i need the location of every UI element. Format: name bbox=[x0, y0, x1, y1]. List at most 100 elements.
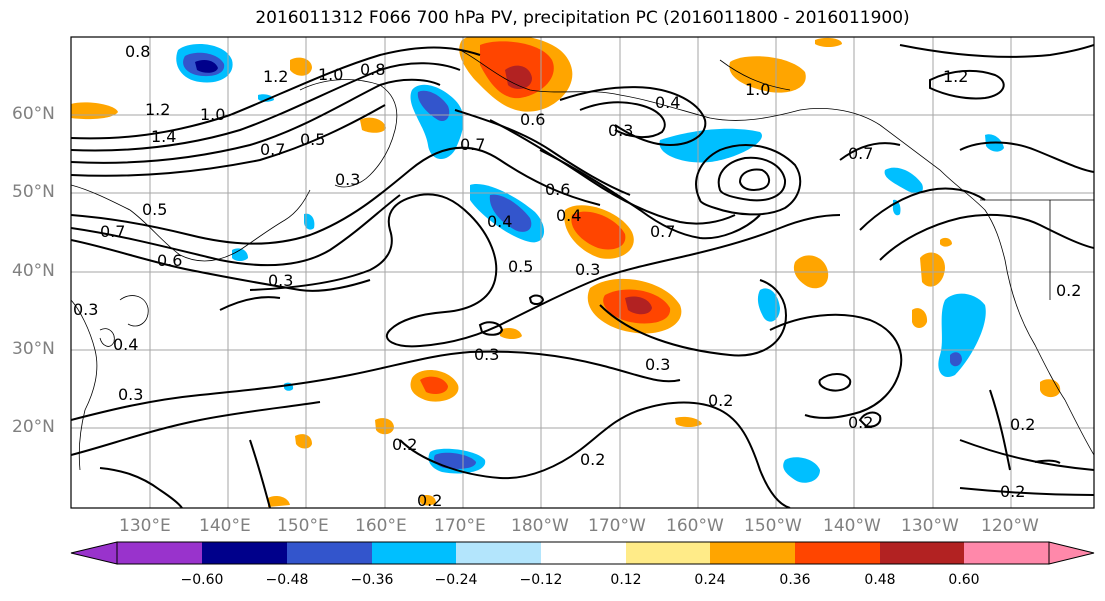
lat-label: 30°N bbox=[12, 339, 55, 359]
colorbar-bin bbox=[626, 542, 710, 564]
contour-label: 0.7 bbox=[650, 222, 675, 241]
contour-label: 0.2 bbox=[1056, 281, 1081, 300]
colorbar-frame bbox=[116, 541, 1050, 565]
graticule bbox=[71, 37, 1094, 508]
contour-label: 0.7 bbox=[100, 222, 125, 241]
precip-anomaly-negative bbox=[258, 94, 274, 102]
colorbar-bin bbox=[795, 542, 880, 564]
contour-label: 0.7 bbox=[460, 135, 485, 154]
colorbar-extend-high bbox=[1048, 541, 1095, 565]
contour-label: 1.2 bbox=[145, 100, 170, 119]
contour-label: 0.3 bbox=[268, 271, 293, 290]
precip-anomaly-negative bbox=[195, 60, 218, 73]
colorbar-tick-label: 0.36 bbox=[779, 572, 811, 588]
lon-label: 130°E bbox=[119, 516, 171, 536]
contour-label: 0.5 bbox=[508, 257, 533, 276]
lon-label: 160°W bbox=[666, 516, 724, 536]
precip-anomaly-positive bbox=[940, 237, 952, 247]
contour-label: 0.2 bbox=[708, 391, 733, 410]
contour-label: 0.4 bbox=[113, 335, 138, 354]
precip-anomaly-positive bbox=[625, 296, 652, 315]
contour-label: 0.6 bbox=[520, 110, 545, 129]
precip-anomaly-positive bbox=[675, 416, 702, 427]
colorbar-tick-label: 0.12 bbox=[610, 572, 642, 588]
contour-label: 0.8 bbox=[125, 42, 150, 61]
lon-label: 120°W bbox=[981, 516, 1039, 536]
precip-anomaly-positive bbox=[268, 496, 290, 507]
colorbar-bin bbox=[880, 542, 964, 564]
colorbar-tick-label: 0.60 bbox=[948, 572, 980, 588]
precip-anomaly-positive bbox=[505, 65, 532, 90]
precip-anomaly-negative bbox=[489, 194, 532, 232]
colorbar bbox=[70, 541, 1095, 565]
map-frame bbox=[70, 36, 1095, 509]
colorbar-tick-label: −0.12 bbox=[519, 572, 563, 588]
contour-label: 0.4 bbox=[655, 93, 680, 112]
contour-label-group: 0.8 1.2 1.0 0.8 1.4 1.2 1.0 0.7 0.5 0.3 … bbox=[73, 42, 1081, 510]
contour-label: 0.6 bbox=[545, 180, 570, 199]
lon-label: 130°W bbox=[901, 516, 959, 536]
lat-label: 20°N bbox=[12, 417, 55, 437]
contour-label: 0.2 bbox=[848, 413, 873, 432]
lon-label: 170°E bbox=[434, 516, 486, 536]
lat-label: 60°N bbox=[12, 104, 55, 124]
contour-label: 0.2 bbox=[1000, 482, 1025, 501]
colorbar-bin bbox=[202, 542, 287, 564]
colorbar-bin bbox=[456, 542, 541, 564]
contour-label: 0.3 bbox=[118, 385, 143, 404]
contour-label: 1.2 bbox=[943, 67, 968, 86]
coastlines bbox=[71, 49, 1094, 471]
contour-label: 0.2 bbox=[580, 450, 605, 469]
precip-anomaly-negative bbox=[757, 288, 780, 322]
lon-label: 150°W bbox=[744, 516, 802, 536]
colorbar-tick-label: −0.48 bbox=[265, 572, 309, 588]
contour-label: 0.2 bbox=[1010, 415, 1035, 434]
contour-label: 0.3 bbox=[575, 260, 600, 279]
contour-label: 0.3 bbox=[73, 300, 98, 319]
precip-anomaly-positive bbox=[360, 117, 386, 133]
contour-label: 0.2 bbox=[417, 491, 442, 510]
lon-label: 140°W bbox=[823, 516, 881, 536]
contour-label: 0.3 bbox=[645, 355, 670, 374]
lat-label: 40°N bbox=[12, 261, 55, 281]
contour-label: 0.8 bbox=[360, 60, 385, 79]
precip-anomaly-positive bbox=[420, 376, 448, 394]
colorbar-extend-low bbox=[70, 541, 118, 565]
precip-anomaly-negative bbox=[434, 452, 476, 469]
contour-label: 1.0 bbox=[745, 80, 770, 99]
precip-anomaly-negative bbox=[659, 128, 762, 163]
contour-label: 0.4 bbox=[556, 206, 581, 225]
contour-label: 1.0 bbox=[318, 65, 343, 84]
colorbar-tick-label: 0.48 bbox=[864, 572, 896, 588]
precip-anomaly-negative bbox=[783, 457, 820, 483]
colorbar-bin bbox=[964, 542, 1049, 564]
precip-anomaly-negative bbox=[417, 90, 450, 122]
contour-label: 0.3 bbox=[335, 170, 360, 189]
precip-anomaly-negative bbox=[232, 248, 248, 261]
pv-contours bbox=[71, 44, 1094, 508]
precip-anomaly-negative bbox=[884, 167, 923, 194]
contour-label: 0.2 bbox=[392, 435, 417, 454]
lon-label: 160°E bbox=[355, 516, 407, 536]
precip-anomaly-positive bbox=[912, 308, 928, 328]
colorbar-bin bbox=[541, 542, 626, 564]
precip-anomaly-positive bbox=[571, 211, 626, 250]
contour-label: 0.5 bbox=[300, 130, 325, 149]
contour-label: 0.3 bbox=[608, 121, 633, 140]
contour-label: 0.4 bbox=[487, 212, 512, 231]
precip-anomaly-positive bbox=[729, 56, 806, 93]
colorbar-bin bbox=[117, 542, 202, 564]
precip-anomaly-positive bbox=[500, 328, 522, 339]
precip-anomaly-negative bbox=[304, 213, 315, 230]
map-title: 2016011312 F066 700 hPa PV, precipitatio… bbox=[255, 8, 910, 28]
contour-label: 0.6 bbox=[157, 251, 182, 270]
colorbar-tick-label: −0.24 bbox=[434, 572, 478, 588]
contour-label: 0.7 bbox=[848, 144, 873, 163]
precip-anomaly-positive bbox=[420, 495, 436, 506]
lon-label: 150°E bbox=[277, 516, 329, 536]
colorbar-tick-label: 0.24 bbox=[694, 572, 726, 588]
lon-label: 140°E bbox=[199, 516, 251, 536]
colorbar-bin bbox=[287, 542, 372, 564]
lon-label: 180°W bbox=[511, 516, 569, 536]
